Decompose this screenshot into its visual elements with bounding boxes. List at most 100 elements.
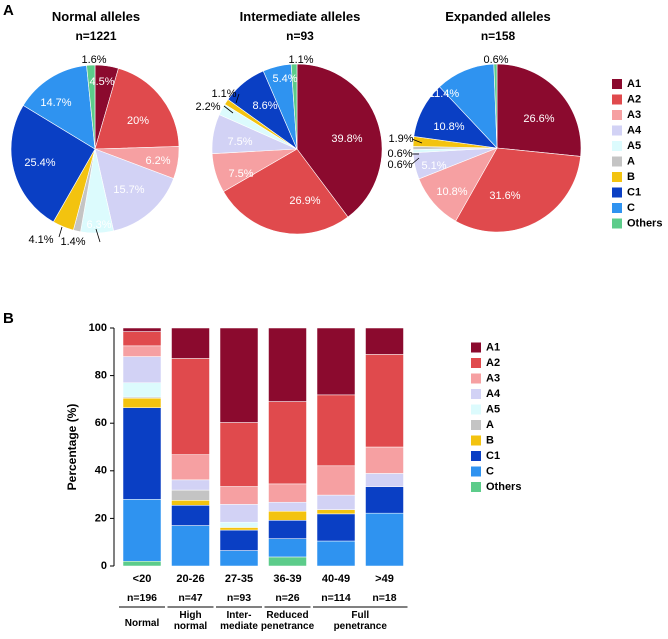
pie-normal-leader-line	[95, 228, 101, 243]
legend-b-label-a4: A4	[486, 388, 501, 400]
pie-normal-label-others: 1.6%	[81, 54, 106, 66]
group-label: Reduced	[266, 610, 308, 621]
legend-b-swatch-a	[471, 420, 481, 430]
bar--20-segment-c	[122, 499, 162, 562]
bar--20-segment-c1	[122, 407, 162, 500]
pie-normal-label-a3: 6.2%	[145, 155, 170, 167]
legend-a-label-a1: A1	[627, 78, 641, 90]
legend-a-label-a5: A5	[627, 140, 641, 152]
legend-a-swatch-a5	[612, 141, 622, 151]
group-label: penetrance	[334, 621, 388, 632]
pie-expanded-title: Expanded alleles	[445, 9, 551, 24]
bar-36-39-segment-b	[268, 511, 307, 521]
legend-panel-b: A1 A2 A3 A4 A5 AB C1 C Others	[471, 341, 521, 493]
stacked-bar-chart: 0 20 40 60 80 100 Percentage (%) <20 n=196 20-26 n…	[65, 322, 408, 632]
pie-normal-leader-line	[58, 226, 63, 238]
legend-b-label-a: A	[486, 419, 494, 431]
legend-a-swatch-a	[612, 156, 622, 167]
legend-a-swatch-c1	[612, 187, 622, 198]
pie-chart-normal: 4.5% 20% 6.2% 15.7% 6.3%1.4% 4.1% 25.4% 14.7% 1.…	[10, 54, 180, 248]
legend-a-label-a4: A4	[627, 124, 642, 136]
bar-40-49-segment-a3	[316, 465, 356, 496]
legend-a-swatch-a1	[612, 79, 622, 89]
y-tick-label: 0	[101, 560, 107, 572]
bar-20-26-segment-c	[171, 525, 210, 567]
pie-normal-slice-a4	[94, 148, 174, 232]
pie-expanded-slice-others	[493, 63, 498, 149]
x-tick-label: 40-49	[322, 573, 350, 585]
bar-27-35-segment-a2	[219, 422, 259, 487]
pie-intermediate-label-a4: 7.5%	[227, 136, 252, 148]
pie-normal-subtitle: n=1221	[75, 29, 116, 43]
bar-36-39-segment-c	[268, 538, 307, 558]
legend-b-label-a2: A2	[486, 357, 500, 369]
y-axis-title: Percentage (%)	[65, 404, 79, 491]
pie-intermediate-label-others: 1.1%	[288, 54, 313, 66]
legend-a-label-b: B	[627, 171, 635, 183]
pie-normal-label-a2: 20%	[127, 115, 149, 127]
pie-normal-label-c: 14.7%	[40, 97, 71, 109]
bar--20-segment-a2	[122, 331, 162, 347]
pie-expanded-leader-line	[411, 157, 420, 165]
legend-b-label-c: C	[486, 465, 494, 477]
pie-normal-label-a5: 6.3%	[86, 219, 111, 231]
pie-expanded-leader-line	[411, 138, 423, 144]
bar-27-35-segment-a5	[219, 521, 259, 528]
pie-expanded-label-a1: 26.6%	[523, 113, 554, 125]
legend-a-swatch-c	[612, 203, 622, 213]
pie-expanded-label-a4: 5.1%	[421, 160, 446, 172]
sample-count-label: n=114	[321, 592, 351, 604]
y-tick-label: 80	[95, 370, 107, 382]
bar--49-segment-a4	[365, 473, 404, 487]
x-tick-label: 36-39	[273, 573, 301, 585]
legend-b-label-a3: A3	[486, 372, 500, 384]
bar--20-segment-a5	[122, 382, 162, 398]
pie-intermediate-label-a2: 26.9%	[289, 195, 320, 207]
legend-b-swatch-a3	[471, 373, 481, 384]
pie-intermediate-label-a3: 7.5%	[228, 168, 253, 180]
pie-expanded-label-a: 0.6%	[387, 148, 412, 160]
legend-b-label-a5: A5	[486, 403, 500, 415]
bar-36-39-segment-c1	[268, 520, 307, 539]
pie-normal-title: Normal alleles	[52, 9, 140, 24]
legend-b-swatch-c1	[471, 451, 481, 461]
legend-a-label-a: A	[627, 155, 635, 167]
bar--20-segment-a4	[122, 356, 162, 383]
x-tick-label: >49	[375, 573, 394, 585]
pie-expanded-label-a5: 0.6%	[387, 159, 412, 171]
bar-20-26-segment-a	[171, 489, 210, 501]
pie-intermediate-label-b: 1.1%	[211, 88, 236, 100]
bar-36-39-segment-a4	[268, 501, 307, 512]
bar-36-39-segment-a3	[268, 483, 307, 503]
bar--49-segment-a2	[365, 354, 404, 448]
pie-normal-label-b: 4.1%	[28, 234, 53, 246]
pie-intermediate-leader-line	[223, 105, 234, 114]
bar-20-26-segment-a2	[171, 358, 210, 455]
x-tick-label: <20	[133, 573, 152, 585]
y-tick-label: 20	[95, 512, 107, 524]
pie-intermediate-subtitle: n=93	[286, 29, 314, 43]
bar-40-49-segment-a4	[316, 494, 356, 510]
group-label: Normal	[125, 618, 160, 629]
pie-intermediate-label-c: 5.4%	[272, 73, 297, 85]
pie-expanded-label-a3: 10.8%	[436, 186, 467, 198]
legend-a-swatch-others	[612, 218, 622, 229]
bar-40-49-segment-a1	[316, 327, 356, 396]
bar--20-segment-others	[122, 560, 162, 567]
pie-normal-slice-c	[22, 65, 96, 150]
pie-expanded-slice-a1	[496, 63, 582, 157]
legend-b-swatch-a2	[471, 358, 481, 368]
pie-normal-slice-others	[86, 64, 96, 150]
legend-b-swatch-b	[471, 435, 481, 446]
legend-a-swatch-b	[612, 172, 622, 182]
legend-b-label-a1: A1	[486, 341, 500, 353]
legend-a-swatch-a3	[612, 110, 622, 120]
legend-a-swatch-a2	[612, 94, 622, 105]
bar-20-26-segment-a4	[171, 479, 210, 491]
x-tick-label: 27-35	[225, 573, 253, 585]
sample-count-label: n=26	[275, 592, 299, 604]
bar-40-49-segment-b	[316, 509, 356, 515]
pie-chart-expanded: 26.6%31.6%10.8%5.1%0.6%0.6%1.9%10.8%11.4…	[387, 54, 582, 233]
legend-a-label-c: C	[627, 202, 635, 214]
